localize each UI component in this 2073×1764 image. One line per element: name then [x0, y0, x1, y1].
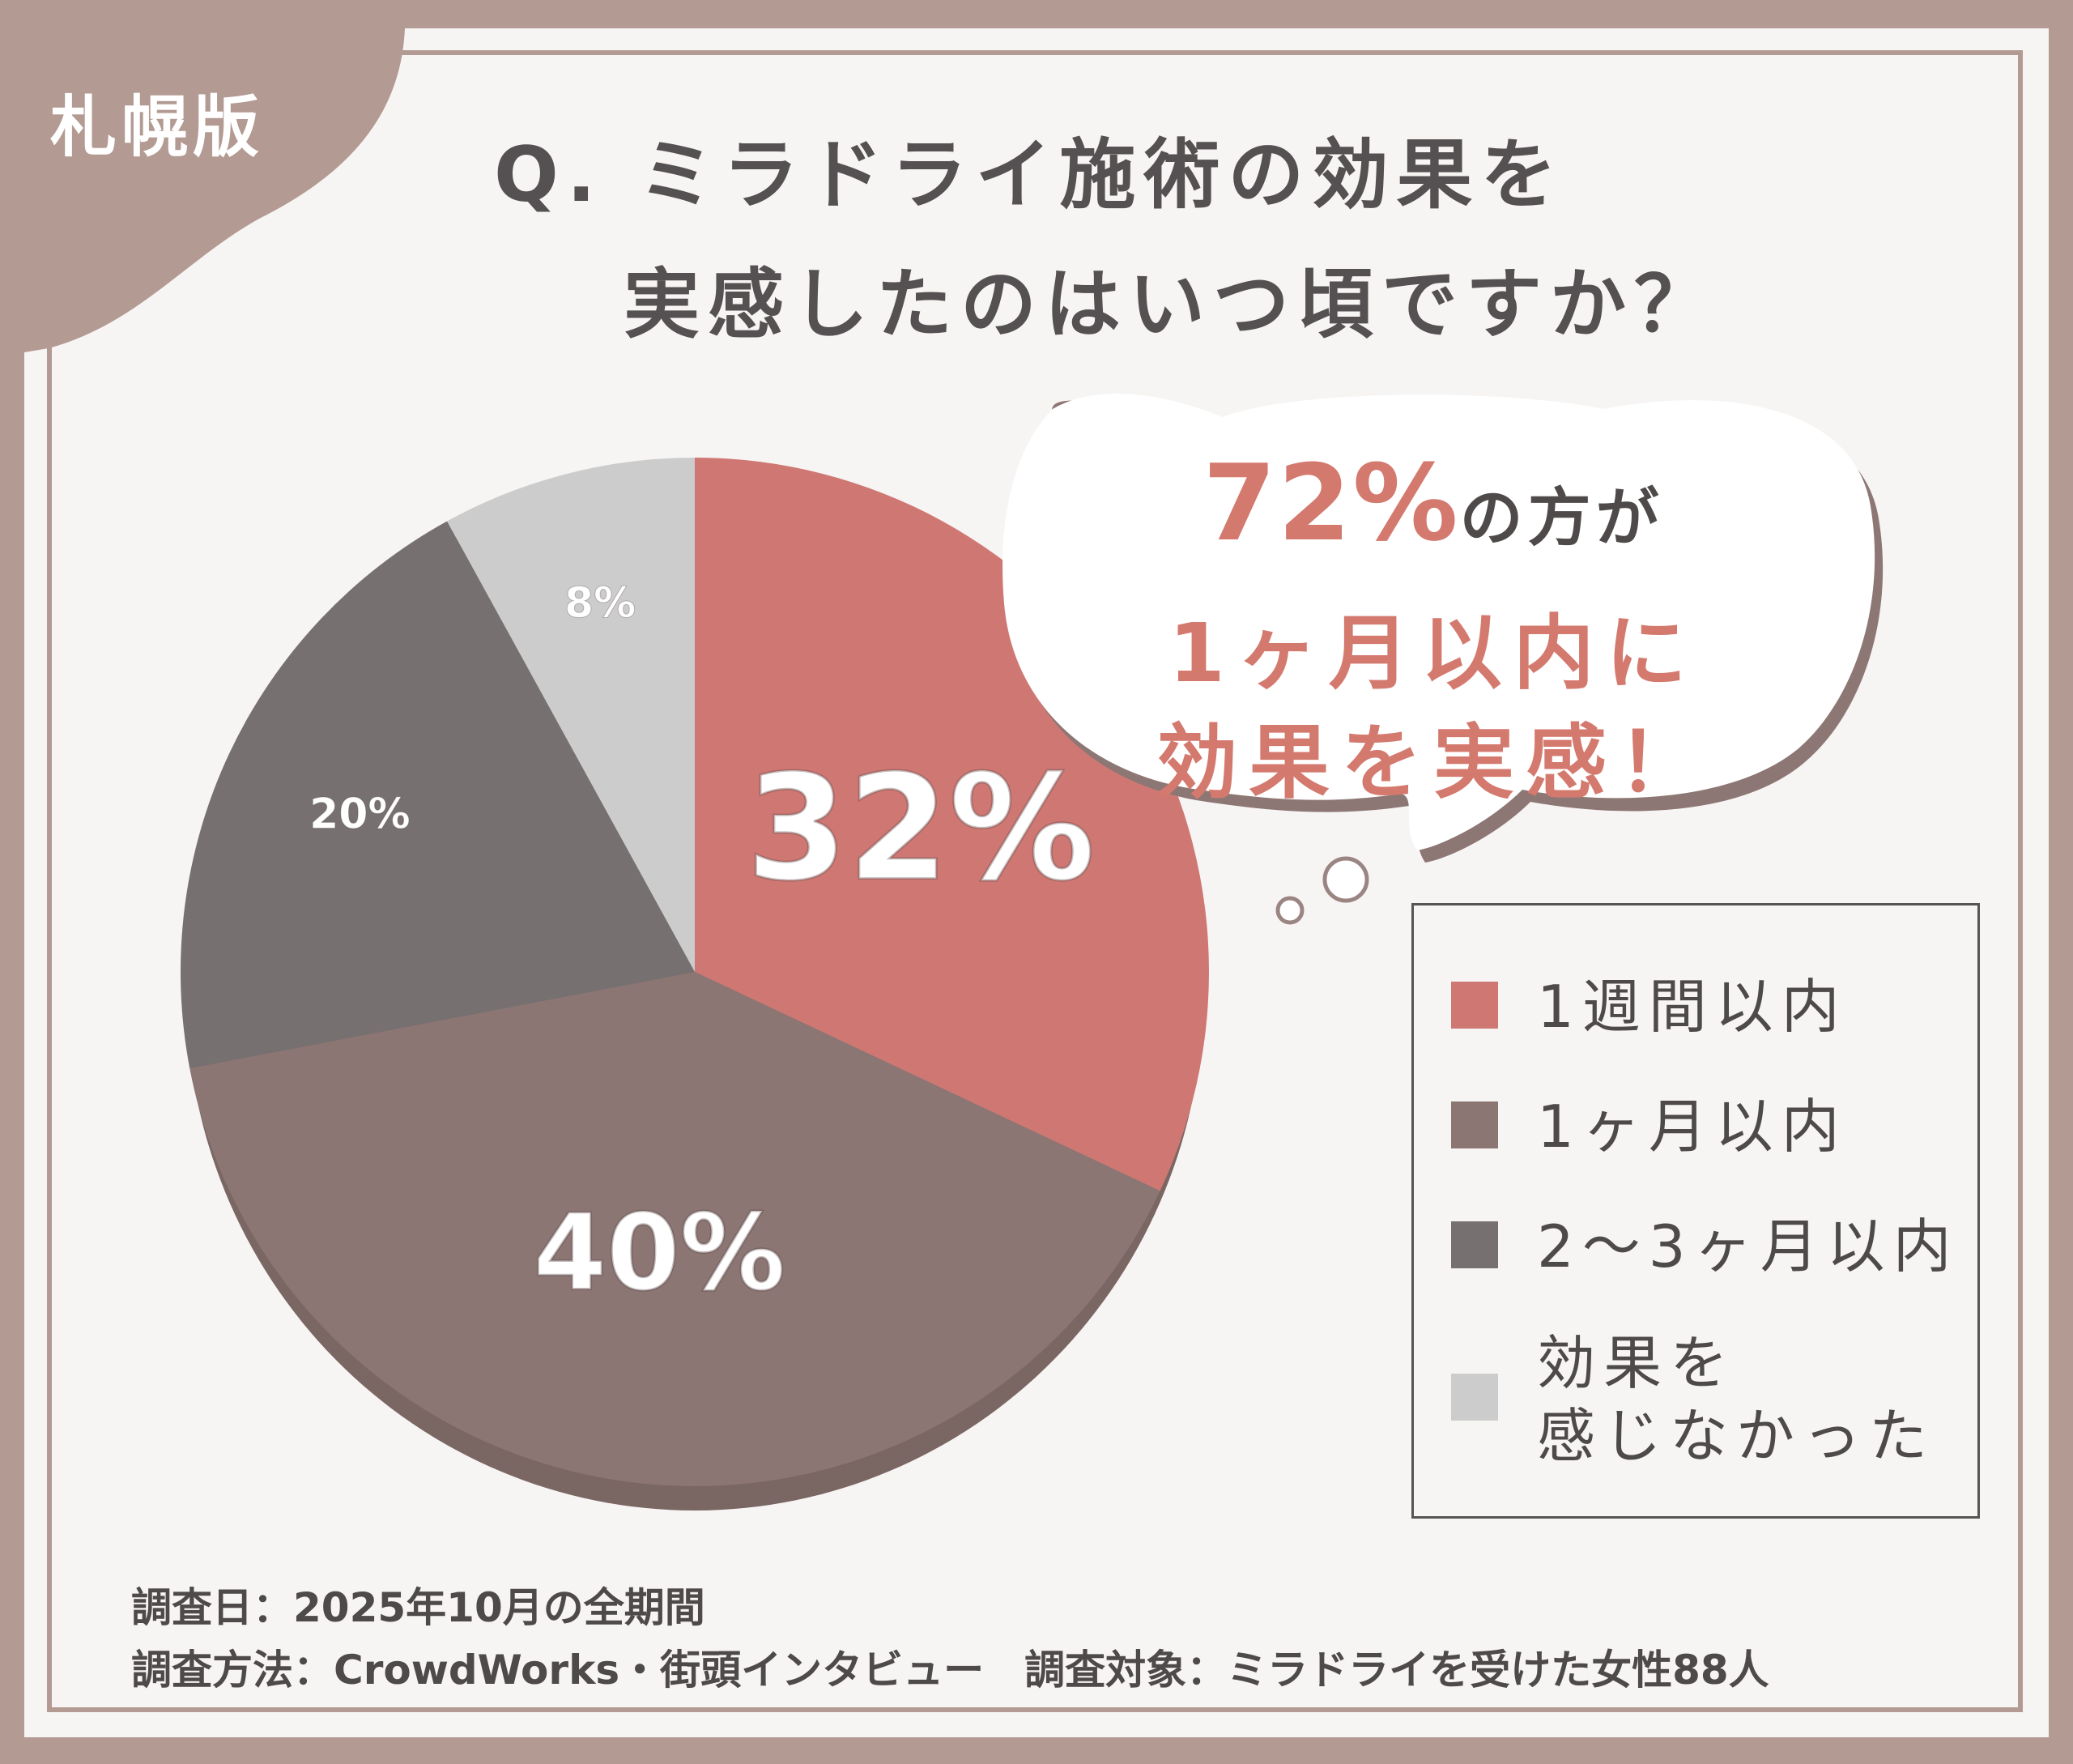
- question-title-line1: Q. ミラドライ施術の効果を: [494, 131, 1565, 219]
- speech-bubble-body: [1002, 394, 1875, 850]
- survey-method: 調査方法：CrowdWorks・街頭インタビュー 調査対象：ミラドライを受けた女…: [131, 1647, 1769, 1694]
- callout-line1: 72%の方が: [1028, 441, 1838, 565]
- legend-label: 1週間以内: [1537, 973, 1848, 1041]
- speech-bubble: [1002, 394, 1884, 925]
- survey-date: 調査日：2025年10月の全期間: [131, 1584, 705, 1631]
- pie-chart: 32% 40% 20% 8%: [180, 458, 1209, 1486]
- pie-label-1week: 32%: [746, 744, 1095, 914]
- legend-swatch: [1451, 1221, 1498, 1268]
- callout-highlight: 72%: [1203, 441, 1460, 565]
- legend-swatch: [1451, 1374, 1498, 1421]
- question-title-line2: 実感したのはいつ頃ですか？: [624, 261, 1719, 349]
- legend-item-1month: 1ヶ月以内: [1451, 1090, 1848, 1163]
- legend-label: 1ヶ月以内: [1537, 1093, 1848, 1161]
- callout-line1-rest: の方が: [1459, 482, 1664, 555]
- inner-border: [47, 50, 2023, 1712]
- corner-tab: [24, 28, 405, 352]
- thought-dot-large: [1322, 856, 1369, 903]
- legend-swatch: [1451, 982, 1498, 1029]
- legend-item-no-effect: 効果を 感じなかった: [1451, 1327, 1935, 1472]
- legend-swatch: [1451, 1101, 1498, 1148]
- legend-item-2-3months: 2〜3ヶ月以内: [1451, 1210, 1960, 1283]
- pie-slice-2-3months: [180, 521, 695, 1068]
- callout-line2: 1ヶ月以内に: [1168, 606, 1698, 701]
- pie-slice-no-effect: [447, 458, 695, 972]
- callout-line3: 効果を実感！: [1156, 715, 1710, 810]
- chart-legend: 1週間以内 1ヶ月以内 2〜3ヶ月以内 効果を 感じなかった: [1411, 903, 1980, 1519]
- legend-label: 2〜3ヶ月以内: [1537, 1212, 1960, 1280]
- region-badge: 札幌版: [50, 89, 265, 166]
- pie-label-no-effect: 8%: [564, 579, 636, 628]
- legend-label: 効果を 感じなかった: [1537, 1329, 1936, 1470]
- legend-item-1week: 1週間以内: [1451, 970, 1848, 1043]
- pie-label-1month: 40%: [534, 1191, 785, 1314]
- thought-dot-small: [1275, 896, 1305, 925]
- pie-label-2-3months: 20%: [309, 790, 410, 838]
- pie-slice-1month: [189, 972, 1160, 1486]
